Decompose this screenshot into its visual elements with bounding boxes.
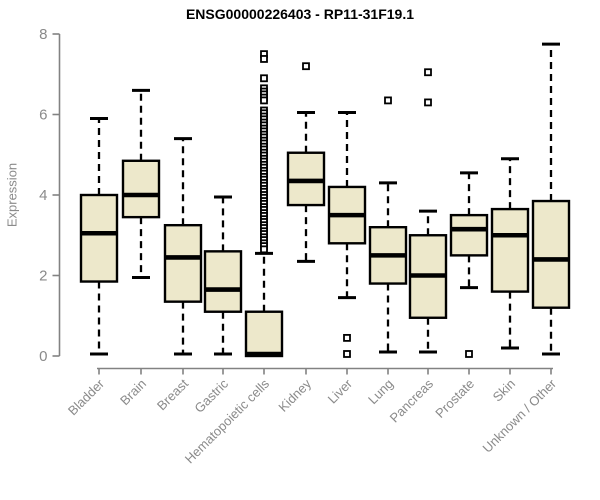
y-tick-label: 4 bbox=[39, 187, 47, 204]
category-label-unknown-other: Unknown / Other bbox=[480, 376, 560, 456]
iqr-box bbox=[244, 310, 284, 358]
iqr-box bbox=[79, 193, 119, 283]
category-label-pancreas: Pancreas bbox=[387, 376, 437, 426]
chart-title: ENSG00000226403 - RP11-31F19.1 bbox=[185, 6, 415, 22]
boxplot-hematopoietic-cells bbox=[244, 50, 284, 358]
iqr-box bbox=[121, 159, 161, 219]
outlier-point bbox=[424, 68, 432, 77]
iqr-box bbox=[449, 213, 489, 257]
category-label-skin: Skin bbox=[490, 376, 518, 404]
outlier-point bbox=[260, 96, 268, 105]
boxplot-gastric bbox=[203, 195, 243, 356]
iqr-box bbox=[531, 199, 571, 309]
y-tick-label: 8 bbox=[39, 26, 47, 43]
boxplot-prostate bbox=[449, 171, 489, 358]
boxplot-breast bbox=[163, 137, 203, 356]
outlier-point bbox=[424, 98, 432, 107]
boxplot-brain bbox=[121, 88, 161, 280]
category-label-liver: Liver bbox=[325, 376, 356, 407]
outlier-point bbox=[302, 62, 310, 71]
boxplot-liver bbox=[327, 110, 367, 358]
category-label-lung: Lung bbox=[365, 376, 396, 407]
outlier-point bbox=[384, 96, 392, 105]
outlier-point bbox=[260, 74, 268, 83]
y-tick-label: 6 bbox=[39, 107, 47, 124]
category-label-breast: Breast bbox=[154, 376, 191, 413]
category-label-bladder: Bladder bbox=[65, 376, 108, 419]
y-tick-label: 2 bbox=[39, 268, 47, 285]
iqr-box bbox=[203, 250, 243, 313]
category-label-prostate: Prostate bbox=[432, 376, 477, 421]
category-label-gastric: Gastric bbox=[191, 376, 231, 416]
boxplot-lung bbox=[368, 96, 408, 354]
y-tick-label: 0 bbox=[39, 348, 47, 365]
boxplot-bladder bbox=[79, 117, 119, 356]
category-label-kidney: Kidney bbox=[275, 376, 314, 415]
boxplot-pancreas bbox=[408, 68, 448, 354]
boxplot-skin bbox=[490, 157, 530, 350]
iqr-box bbox=[490, 207, 530, 293]
iqr-box bbox=[163, 223, 203, 303]
outlier-point bbox=[343, 350, 351, 358]
outlier-point bbox=[343, 333, 351, 342]
outlier-point bbox=[260, 245, 268, 254]
outlier-point bbox=[260, 55, 268, 63]
outlier-point bbox=[465, 350, 473, 358]
boxplot-kidney bbox=[286, 62, 326, 263]
boxplot-unknown-other bbox=[531, 42, 571, 356]
category-label-brain: Brain bbox=[117, 376, 149, 408]
